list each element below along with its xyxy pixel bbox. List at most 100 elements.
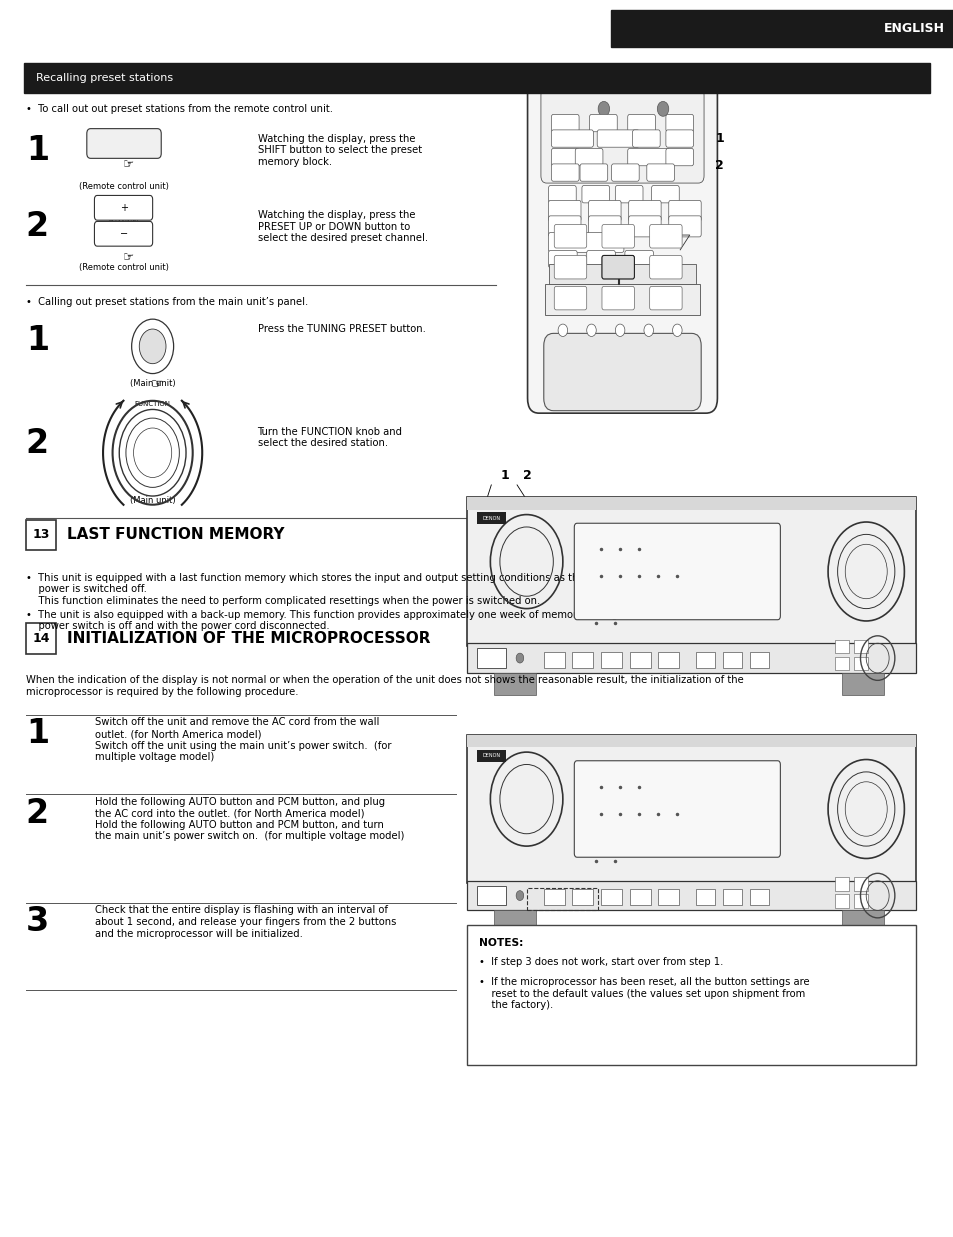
Circle shape	[139, 329, 166, 364]
Text: DENON: DENON	[482, 516, 499, 521]
Bar	[476, 886, 505, 905]
Text: SHIFT: SHIFT	[113, 132, 134, 141]
Text: 2: 2	[715, 160, 723, 172]
FancyBboxPatch shape	[579, 163, 607, 181]
Bar	[834, 877, 848, 891]
Text: (Main unit): (Main unit)	[130, 379, 175, 387]
Bar	[526, 888, 598, 910]
Circle shape	[558, 324, 567, 336]
Text: 1: 1	[26, 324, 49, 357]
Bar	[467, 497, 915, 646]
Text: DENON: DENON	[562, 101, 591, 108]
FancyBboxPatch shape	[649, 224, 681, 247]
Text: 1: 1	[26, 134, 49, 167]
Text: CHANNEL: CHANNEL	[107, 220, 141, 226]
Bar	[494, 673, 536, 695]
Bar	[629, 889, 650, 905]
Text: 14: 14	[32, 632, 50, 644]
FancyBboxPatch shape	[548, 200, 580, 221]
FancyBboxPatch shape	[601, 256, 634, 278]
Text: 1: 1	[715, 132, 723, 145]
Bar	[26, 623, 56, 654]
Bar	[476, 512, 505, 524]
Text: 1: 1	[500, 469, 509, 482]
FancyBboxPatch shape	[94, 195, 152, 220]
FancyBboxPatch shape	[87, 129, 161, 158]
Text: +: +	[120, 203, 128, 213]
Circle shape	[672, 324, 681, 336]
FancyBboxPatch shape	[548, 250, 577, 268]
Bar	[467, 881, 915, 910]
Text: INITIALIZATION OF THE MICROPROCESSOR: INITIALIZATION OF THE MICROPROCESSOR	[67, 631, 430, 646]
FancyBboxPatch shape	[627, 148, 669, 166]
Text: 2: 2	[560, 943, 569, 956]
Bar	[722, 652, 741, 668]
Bar	[841, 673, 883, 695]
Text: 1: 1	[26, 717, 49, 751]
Text: (Remote control unit): (Remote control unit)	[79, 182, 169, 190]
Circle shape	[643, 324, 653, 336]
Bar	[658, 889, 679, 905]
FancyBboxPatch shape	[601, 224, 634, 247]
FancyBboxPatch shape	[554, 256, 586, 278]
Text: ☞: ☞	[123, 251, 134, 265]
FancyBboxPatch shape	[94, 221, 152, 246]
Text: Switch off the unit and remove the AC cord from the wall
outlet. (for North Amer: Switch off the unit and remove the AC co…	[95, 717, 392, 762]
Text: ☞: ☞	[123, 158, 134, 172]
FancyBboxPatch shape	[554, 286, 586, 309]
Text: •  If step 3 does not work, start over from step 1.: • If step 3 does not work, start over fr…	[478, 957, 722, 967]
Bar	[834, 640, 848, 653]
FancyBboxPatch shape	[665, 114, 693, 131]
FancyBboxPatch shape	[551, 130, 593, 147]
Circle shape	[516, 891, 523, 901]
Bar	[749, 652, 768, 668]
Bar	[696, 652, 715, 668]
Circle shape	[598, 101, 609, 116]
FancyBboxPatch shape	[649, 256, 681, 278]
Text: (Main unit): (Main unit)	[130, 496, 175, 505]
FancyBboxPatch shape	[646, 163, 674, 181]
Text: Watching the display, press the
PRESET UP or DOWN button to
select the desired p: Watching the display, press the PRESET U…	[257, 210, 427, 244]
FancyBboxPatch shape	[628, 200, 660, 221]
Text: FUNCTION: FUNCTION	[134, 401, 171, 407]
Circle shape	[516, 653, 523, 663]
Text: 2: 2	[26, 797, 49, 830]
FancyBboxPatch shape	[615, 186, 642, 203]
Bar	[696, 889, 715, 905]
FancyBboxPatch shape	[632, 130, 659, 147]
Text: Turn the FUNCTION knob and
select the desired station.: Turn the FUNCTION knob and select the de…	[257, 427, 402, 448]
Bar	[834, 894, 848, 908]
Bar	[467, 925, 915, 1065]
FancyBboxPatch shape	[588, 200, 620, 221]
FancyBboxPatch shape	[628, 215, 660, 238]
FancyBboxPatch shape	[668, 215, 700, 238]
FancyBboxPatch shape	[588, 215, 620, 238]
FancyBboxPatch shape	[597, 130, 639, 147]
Bar	[476, 648, 505, 668]
Text: 3: 3	[26, 905, 49, 939]
Text: When the indication of the display is not normal or when the operation of the un: When the indication of the display is no…	[26, 675, 742, 696]
Bar	[467, 735, 915, 747]
FancyBboxPatch shape	[589, 114, 617, 131]
FancyBboxPatch shape	[627, 114, 655, 131]
FancyBboxPatch shape	[574, 523, 780, 620]
Text: 1,2: 1,2	[500, 943, 522, 956]
FancyBboxPatch shape	[601, 286, 634, 309]
Text: 2: 2	[26, 427, 49, 460]
Bar	[543, 889, 564, 905]
Text: (Remote control unit): (Remote control unit)	[79, 263, 169, 272]
FancyBboxPatch shape	[540, 88, 703, 183]
Bar	[24, 63, 929, 93]
Text: Recalling preset stations: Recalling preset stations	[36, 73, 173, 83]
Bar	[629, 652, 650, 668]
Bar	[749, 889, 768, 905]
Text: •  The unit is also equipped with a back-up memory. This function provides appro: • The unit is also equipped with a back-…	[26, 610, 732, 631]
Bar	[26, 520, 56, 550]
Bar	[543, 652, 564, 668]
Bar	[600, 889, 621, 905]
Text: •  This unit is equipped with a last function memory which stores the input and : • This unit is equipped with a last func…	[26, 573, 737, 606]
FancyBboxPatch shape	[551, 163, 578, 181]
Text: •  Calling out preset stations from the main unit’s panel.: • Calling out preset stations from the m…	[26, 297, 308, 307]
Text: −: −	[120, 229, 128, 239]
Bar	[572, 889, 593, 905]
